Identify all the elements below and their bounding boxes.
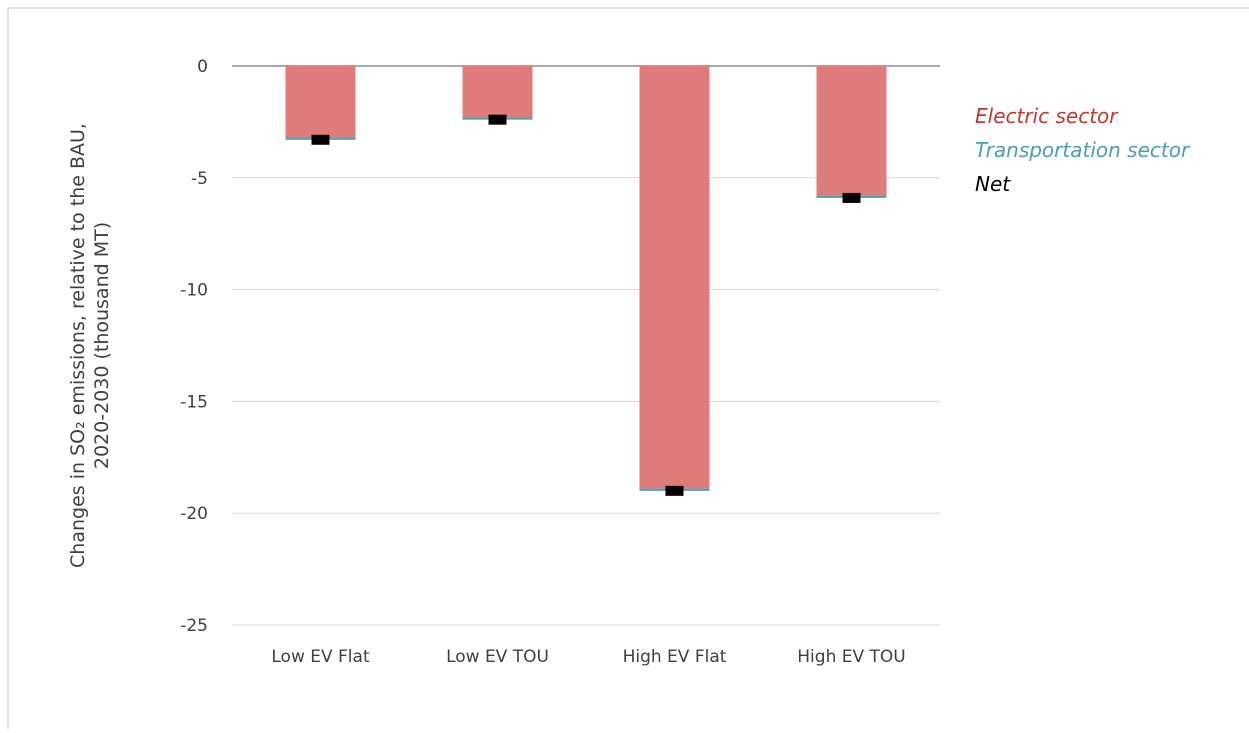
x-tick-label: Low EV Flat bbox=[271, 647, 370, 667]
y-tick-label: -15 bbox=[180, 392, 208, 412]
net-marker bbox=[842, 192, 861, 203]
bar bbox=[639, 66, 710, 489]
y-tick-label: -20 bbox=[180, 504, 208, 524]
y-tick-label: -10 bbox=[180, 281, 208, 301]
bar bbox=[285, 66, 356, 138]
net-marker bbox=[488, 114, 507, 125]
x-tick-label: High EV Flat bbox=[623, 647, 727, 667]
chart-frame bbox=[7, 7, 1249, 733]
y-tick-label: 0 bbox=[197, 57, 208, 77]
net-marker bbox=[311, 134, 330, 145]
bar bbox=[462, 66, 533, 118]
legend-entry: Electric sector bbox=[975, 104, 1119, 128]
legend-entry: Transportation sector bbox=[975, 138, 1191, 162]
y-tick-label: -5 bbox=[191, 169, 208, 189]
y-axis-label: 2020-2030 (thousand MT) bbox=[91, 222, 113, 469]
y-tick-label: -25 bbox=[180, 616, 208, 636]
legend-entry: Net bbox=[975, 172, 1011, 196]
y-axis-label: Changes in SO₂ emissions, relative to th… bbox=[67, 123, 89, 568]
x-tick-label: Low EV TOU bbox=[446, 647, 549, 667]
net-marker bbox=[665, 485, 684, 496]
x-tick-label: High EV TOU bbox=[797, 647, 905, 667]
bar bbox=[816, 66, 887, 196]
